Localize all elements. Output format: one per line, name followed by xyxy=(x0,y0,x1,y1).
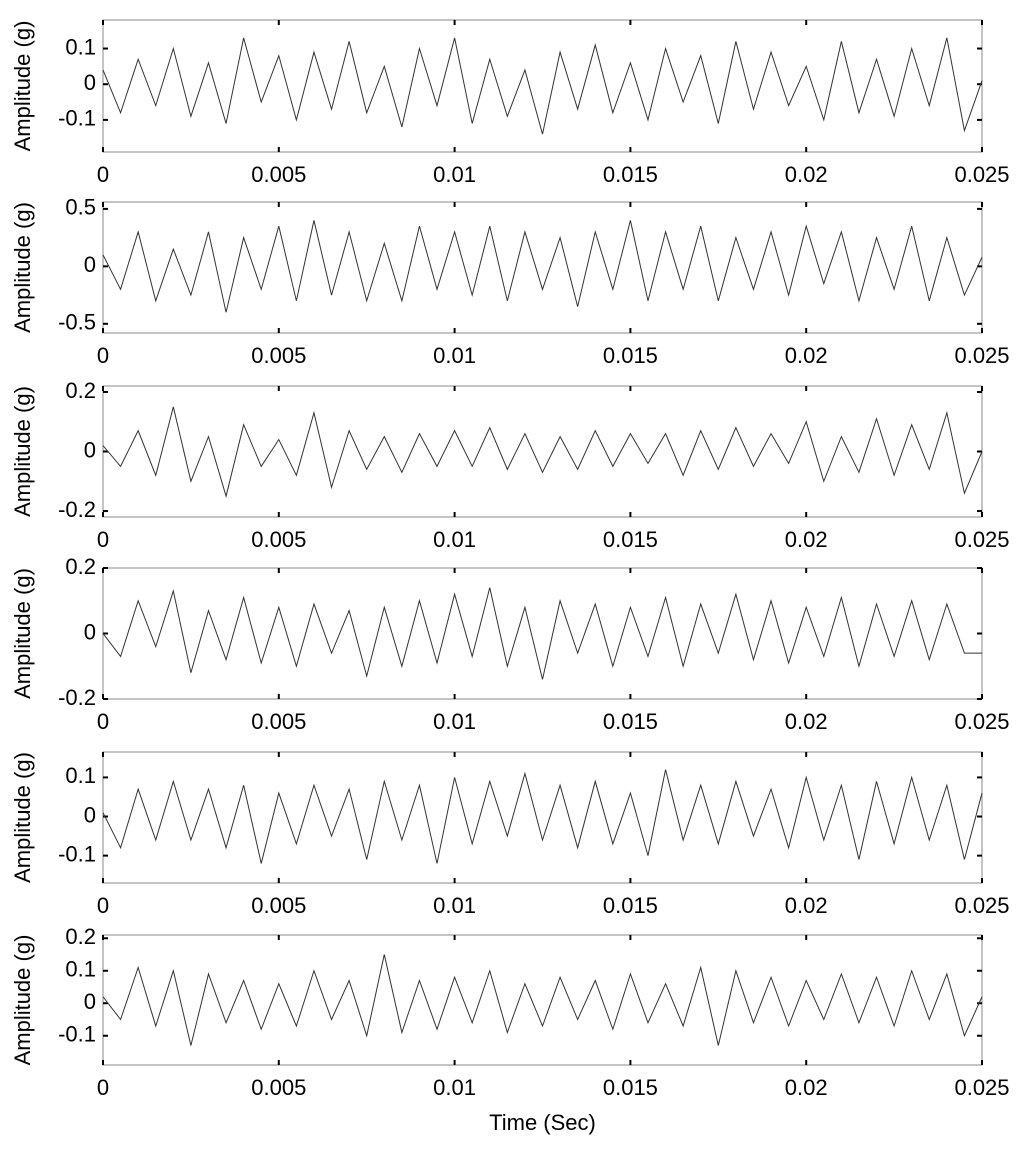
x-tick-label: 0.015 xyxy=(603,343,658,368)
y-tick-label: 0 xyxy=(84,989,96,1014)
y-tick-label: 0 xyxy=(84,70,96,95)
x-tick-label: 0.02 xyxy=(785,1075,828,1100)
y-tick-label: 0 xyxy=(84,802,96,827)
signal-line xyxy=(102,406,983,499)
x-tick-label: 0.015 xyxy=(603,162,658,187)
x-tick-label: 0.02 xyxy=(785,343,828,368)
y-axis-label: Amplitude (g) xyxy=(10,752,35,883)
plot-frame xyxy=(102,934,983,1066)
x-tick-label: 0 xyxy=(97,162,109,187)
y-tick-label: 0.1 xyxy=(65,957,96,982)
y-tick-label: -0.1 xyxy=(58,841,96,866)
signal-line xyxy=(102,220,983,313)
x-tick-label: 0.02 xyxy=(785,893,828,918)
y-tick-label: 0.2 xyxy=(65,924,96,949)
x-tick-label: 0.02 xyxy=(785,162,828,187)
x-tick-label: 0.015 xyxy=(603,1075,658,1100)
y-tick-label: -0.5 xyxy=(58,310,96,335)
x-tick-label: 0.025 xyxy=(954,1075,1009,1100)
x-tick-label: 0 xyxy=(97,1075,109,1100)
y-tick-label: 0 xyxy=(84,437,96,462)
y-tick-label: 0.1 xyxy=(65,34,96,59)
y-axis-label: Amplitude (g) xyxy=(10,21,35,152)
x-tick-label: 0.005 xyxy=(251,162,306,187)
x-tick-label: 0 xyxy=(97,893,109,918)
x-tick-label: 0.01 xyxy=(433,527,476,552)
x-tick-label: 0.025 xyxy=(954,343,1009,368)
y-axis-label: Amplitude (g) xyxy=(10,935,35,1066)
x-tick-label: 0.02 xyxy=(785,709,828,734)
plot-frame xyxy=(102,385,983,518)
y-tick-label: 0.5 xyxy=(65,195,96,220)
plot-frame xyxy=(102,19,983,153)
y-tick-label: -0.1 xyxy=(58,1022,96,1047)
x-tick-label: 0.025 xyxy=(954,709,1009,734)
y-tick-label: 0 xyxy=(84,252,96,277)
y-tick-label: 0.2 xyxy=(65,378,96,403)
x-tick-label: 0.015 xyxy=(603,893,658,918)
x-tick-label: 0.01 xyxy=(433,1075,476,1100)
signal-line xyxy=(102,769,983,864)
x-tick-label: 0 xyxy=(97,527,109,552)
y-axis-label: Amplitude (g) xyxy=(10,568,35,699)
x-axis-label: Time (Sec) xyxy=(489,1110,596,1135)
signal-line xyxy=(102,587,982,680)
x-tick-label: 0.025 xyxy=(954,893,1009,918)
x-tick-label: 0.015 xyxy=(603,527,658,552)
x-tick-label: 0.025 xyxy=(954,527,1009,552)
x-tick-label: 0.01 xyxy=(433,709,476,734)
x-tick-label: 0 xyxy=(97,343,109,368)
x-tick-label: 0.005 xyxy=(251,343,306,368)
y-tick-label: -0.1 xyxy=(58,106,96,131)
y-tick-label: -0.2 xyxy=(58,497,96,522)
x-tick-label: 0.01 xyxy=(433,893,476,918)
x-tick-label: 0.01 xyxy=(433,162,476,187)
x-tick-label: 0.01 xyxy=(433,343,476,368)
x-tick-label: 0.015 xyxy=(603,709,658,734)
signal-line xyxy=(102,954,983,1046)
x-tick-label: 0.005 xyxy=(251,709,306,734)
y-tick-label: -0.2 xyxy=(58,685,96,710)
x-tick-label: 0.02 xyxy=(785,527,828,552)
x-tick-label: 0 xyxy=(97,709,109,734)
y-axis-label: Amplitude (g) xyxy=(10,202,35,333)
signal-line xyxy=(102,37,983,135)
x-tick-label: 0.005 xyxy=(251,1075,306,1100)
plot-frame xyxy=(102,201,983,334)
x-tick-label: 0.025 xyxy=(954,162,1009,187)
y-tick-label: 0.1 xyxy=(65,763,96,788)
x-tick-label: 0.005 xyxy=(251,527,306,552)
x-tick-label: 0.005 xyxy=(251,893,306,918)
y-tick-label: 0 xyxy=(84,619,96,644)
y-tick-label: 0.2 xyxy=(65,554,96,579)
y-axis-label: Amplitude (g) xyxy=(10,386,35,517)
